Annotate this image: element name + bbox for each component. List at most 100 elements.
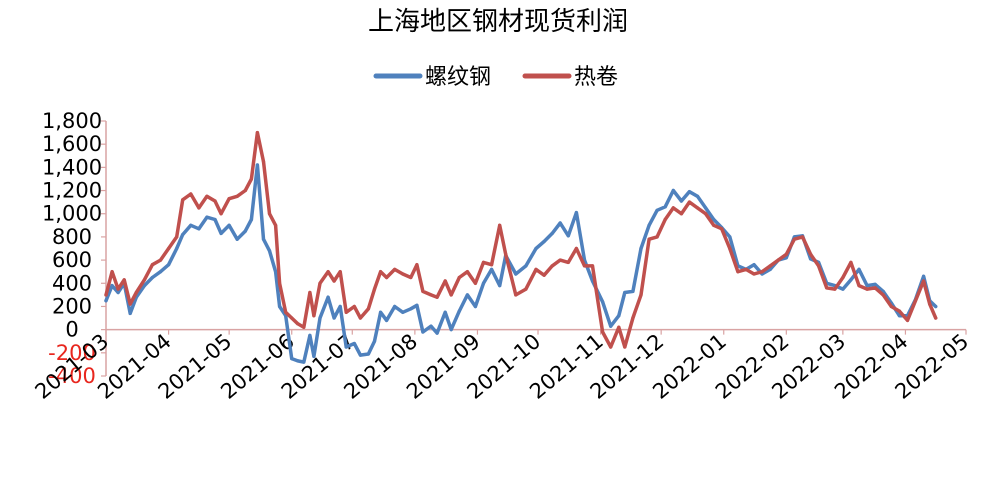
series-layer bbox=[104, 130, 938, 364]
data-point bbox=[318, 316, 322, 320]
data-point bbox=[558, 221, 562, 225]
data-point bbox=[655, 235, 659, 239]
data-point bbox=[274, 270, 278, 274]
data-point bbox=[712, 223, 716, 227]
data-point bbox=[167, 246, 171, 251]
data-point bbox=[481, 281, 486, 285]
series-line bbox=[104, 163, 938, 364]
data-point bbox=[344, 345, 348, 349]
data-point bbox=[663, 217, 667, 222]
data-point bbox=[558, 258, 562, 262]
data-point bbox=[249, 217, 253, 222]
data-point bbox=[768, 264, 772, 268]
data-point bbox=[473, 281, 477, 285]
data-point bbox=[617, 325, 621, 329]
data-point bbox=[849, 278, 853, 282]
data-point bbox=[524, 287, 528, 291]
data-point bbox=[449, 293, 453, 297]
data-point bbox=[542, 239, 546, 244]
y-tick-label: 0 bbox=[65, 318, 78, 342]
data-point bbox=[776, 258, 780, 262]
data-point bbox=[409, 307, 413, 311]
data-point bbox=[443, 310, 447, 314]
data-point bbox=[922, 274, 926, 278]
data-point bbox=[524, 264, 528, 268]
data-point bbox=[728, 235, 732, 239]
legend: 螺纹钢 热卷 bbox=[373, 65, 618, 90]
data-point bbox=[421, 289, 425, 293]
legend-label: 螺纹钢 bbox=[425, 65, 491, 90]
data-point bbox=[647, 223, 651, 227]
data-point bbox=[128, 302, 132, 306]
data-point bbox=[849, 260, 853, 264]
data-point bbox=[344, 310, 348, 314]
data-point bbox=[760, 270, 764, 274]
data-point bbox=[534, 246, 538, 251]
legend-label: 热卷 bbox=[574, 65, 618, 90]
data-point bbox=[784, 252, 788, 256]
data-point bbox=[267, 212, 272, 216]
data-point bbox=[913, 299, 918, 303]
data-point bbox=[278, 281, 282, 285]
y-tick-label: -200 bbox=[48, 341, 96, 365]
data-point bbox=[235, 194, 239, 198]
data-point bbox=[181, 198, 185, 202]
data-point bbox=[473, 304, 477, 309]
data-point bbox=[833, 287, 837, 291]
data-point bbox=[150, 263, 154, 267]
data-point bbox=[905, 318, 910, 322]
data-point bbox=[601, 300, 605, 304]
data-point bbox=[566, 260, 570, 264]
data-point bbox=[934, 304, 938, 309]
data-point bbox=[671, 206, 675, 210]
data-point bbox=[134, 290, 138, 295]
data-point bbox=[326, 270, 330, 274]
data-point bbox=[421, 330, 425, 334]
data-point bbox=[566, 234, 570, 238]
data-point bbox=[175, 246, 179, 251]
y-tick-label: -400 bbox=[48, 364, 96, 388]
data-point bbox=[243, 188, 247, 193]
data-point bbox=[308, 333, 312, 337]
data-point bbox=[490, 267, 494, 271]
data-point bbox=[372, 339, 377, 343]
data-point bbox=[574, 211, 579, 215]
data-point bbox=[514, 272, 518, 276]
data-point bbox=[128, 311, 132, 315]
data-point bbox=[736, 270, 740, 274]
data-point bbox=[352, 304, 356, 309]
data-point bbox=[189, 223, 193, 227]
data-point bbox=[720, 227, 724, 231]
data-point bbox=[687, 200, 692, 204]
data-point bbox=[393, 304, 397, 309]
data-point bbox=[290, 316, 294, 320]
y-tick-label: 400 bbox=[52, 271, 92, 295]
data-point bbox=[290, 357, 294, 361]
data-point bbox=[582, 264, 587, 268]
data-point bbox=[235, 237, 239, 241]
data-point bbox=[122, 278, 126, 282]
data-point bbox=[435, 331, 439, 335]
data-point bbox=[481, 260, 486, 264]
data-point bbox=[752, 263, 756, 267]
data-point bbox=[318, 281, 322, 285]
y-tick-label: 1,800 bbox=[42, 109, 102, 133]
data-point bbox=[695, 206, 700, 210]
data-point bbox=[261, 237, 266, 241]
data-point bbox=[590, 264, 595, 268]
data-point bbox=[158, 258, 163, 262]
data-point bbox=[358, 353, 362, 357]
data-point bbox=[308, 290, 312, 295]
data-point bbox=[227, 197, 231, 201]
data-point bbox=[857, 284, 861, 288]
data-point bbox=[712, 217, 716, 222]
data-point bbox=[366, 307, 370, 311]
data-point bbox=[744, 267, 748, 271]
data-point bbox=[142, 278, 146, 282]
data-point bbox=[181, 233, 185, 237]
data-point bbox=[167, 263, 171, 267]
data-point bbox=[631, 289, 635, 293]
data-point bbox=[695, 194, 700, 198]
data-point bbox=[457, 309, 461, 313]
data-point bbox=[809, 252, 813, 256]
